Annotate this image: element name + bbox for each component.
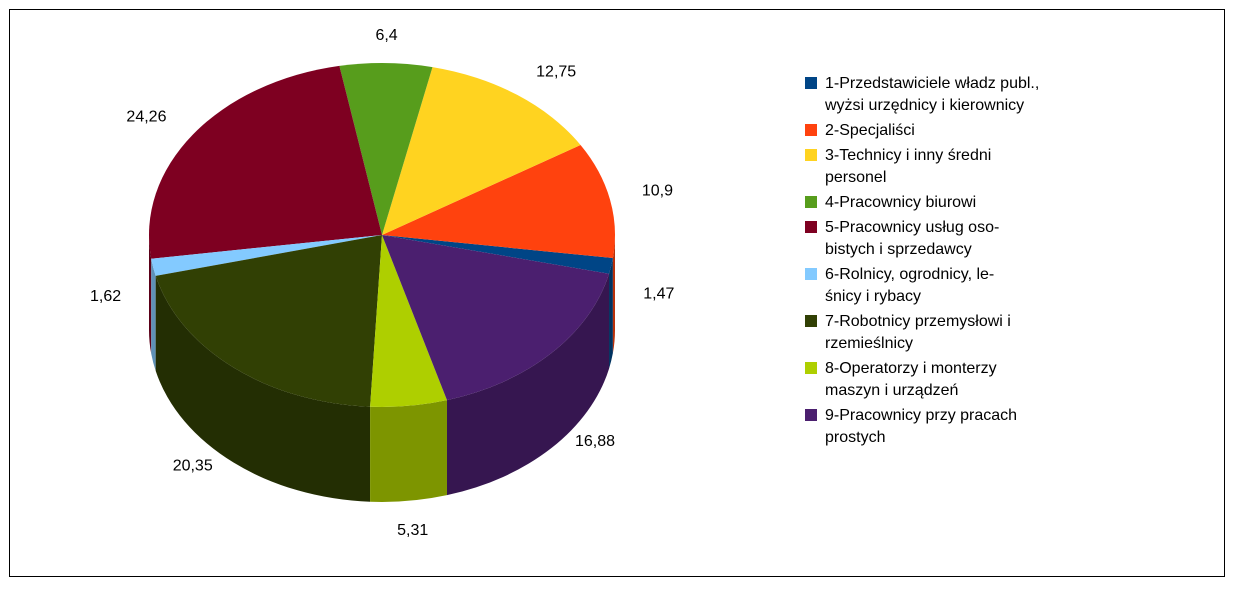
legend-item-8: 8-Operatorzy i monterzy maszyn i urządze…: [805, 358, 1225, 402]
legend-label: 2-Specjaliści: [825, 122, 915, 139]
legend-label: 9-Pracownicy przy pracach prostych: [825, 407, 1018, 446]
chart-frame: 1,47 10,9 12,75 6,4 24,26 1,62 20,35 5,31 16,88 …: [9, 9, 1225, 577]
pie-side-7: [155, 275, 371, 502]
pie-slice-8: [370, 235, 447, 407]
data-label-5: 24,26: [126, 108, 166, 125]
data-label-7: 20,35: [173, 457, 213, 474]
data-label-9: 16,88: [575, 433, 615, 450]
legend-swatch: [805, 196, 817, 208]
legend-item-7: 7-Robotnicy przemysłowi i rzemieślnicy: [805, 311, 1225, 355]
legend-item-1: 1-Przedstawiciele władz publ., wyżsi urz…: [805, 73, 1225, 117]
legend-swatch: [805, 362, 817, 374]
legend-item-6: 6-Rolnicy, ogrodnicy, le- śnicy i rybacy: [805, 264, 1225, 308]
legend-label: 8-Operatorzy i monterzy maszyn i urządze…: [825, 360, 997, 399]
legend-label: 3-Technicy i inny średni personel: [825, 147, 992, 186]
data-label-1: 1,47: [643, 285, 674, 302]
pie-slice-5: [148, 65, 382, 259]
data-label-8: 5,31: [397, 522, 428, 539]
pie-slices: [148, 63, 615, 407]
pie-chart: 1,47 10,9 12,75 6,4 24,26 1,62 20,35 5,31 16,88: [90, 27, 675, 539]
pie-side-2: [612, 235, 615, 354]
legend-item-5: 5-Pracownicy usług oso- bistych i sprzed…: [805, 217, 1225, 261]
pie-side-9: [446, 273, 610, 496]
legend-label: 6-Rolnicy, ogrodnicy, le- śnicy i rybacy: [825, 266, 995, 305]
data-labels: 1,47 10,9 12,75 6,4 24,26 1,62 20,35 5,31 16,88: [90, 27, 675, 539]
data-label-6: 1,62: [90, 288, 121, 305]
legend-item-3: 3-Technicy i inny średni personel: [805, 145, 1225, 189]
pie-side-8: [370, 400, 447, 502]
pie-slice-3: [382, 67, 581, 235]
legend: 1-Przedstawiciele władz publ., wyżsi urz…: [805, 73, 1225, 452]
pie-sides: [149, 235, 615, 502]
data-label-3: 12,75: [536, 63, 576, 80]
legend-swatch: [805, 149, 817, 161]
legend-item-9: 9-Pracownicy przy pracach prostych: [805, 405, 1225, 449]
pie-side-1: [609, 258, 613, 369]
pie-slice-4: [339, 63, 433, 236]
legend-swatch: [805, 221, 817, 233]
pie-slice-9: [382, 235, 610, 401]
legend-label: 5-Pracownicy usług oso- bistych i sprzed…: [825, 219, 1000, 258]
pie-side-5: [149, 235, 152, 354]
legend-swatch: [805, 124, 817, 136]
data-label-4: 6,4: [375, 27, 397, 44]
legend-item-2: 2-Specjaliści: [805, 120, 1225, 142]
legend-item-4: 4-Pracownicy biurowi: [805, 192, 1225, 214]
pie-side-6: [151, 258, 156, 371]
pie-slice-6: [151, 235, 382, 276]
legend-label: 4-Pracownicy biurowi: [825, 194, 977, 211]
legend-swatch: [805, 315, 817, 327]
legend-swatch: [805, 268, 817, 280]
data-label-2: 10,9: [642, 182, 673, 199]
pie-slice-1: [382, 235, 613, 274]
legend-swatch: [805, 77, 817, 89]
legend-label: 1-Przedstawiciele władz publ., wyżsi urz…: [825, 75, 1040, 114]
legend-swatch: [805, 409, 817, 421]
legend-label: 7-Robotnicy przemysłowi i rzemieślnicy: [825, 313, 1011, 352]
pie-slice-2: [382, 144, 615, 259]
pie-slice-7: [155, 235, 382, 407]
